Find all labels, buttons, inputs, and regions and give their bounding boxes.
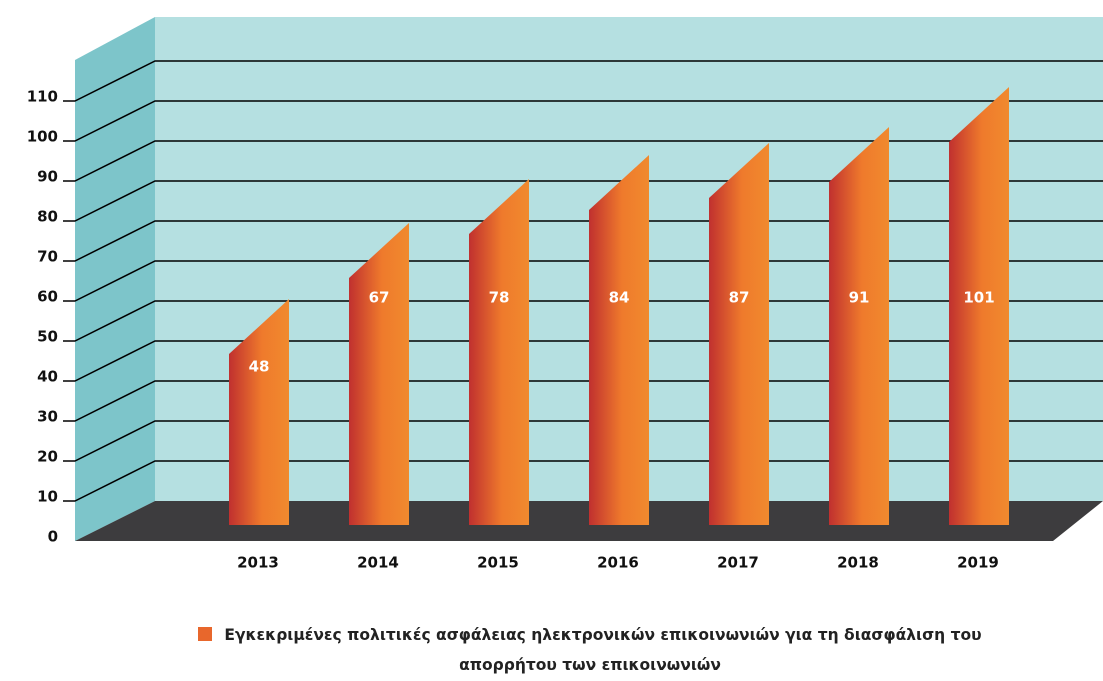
value-label: 67 [369, 289, 390, 307]
legend: Εγκεκριμένες πολιτικές ασφάλειας ηλεκτρο… [150, 620, 1030, 680]
value-label: 101 [963, 289, 994, 307]
bar [229, 299, 289, 525]
x-tick-label: 2019 [957, 554, 999, 572]
y-tick-label: 10 [37, 488, 58, 506]
x-tick-label: 2015 [477, 554, 519, 572]
bar [949, 87, 1009, 525]
y-tick-label: 50 [37, 328, 58, 346]
value-label: 48 [249, 358, 270, 376]
y-tick-label: 80 [37, 208, 58, 226]
value-label: 91 [849, 289, 870, 307]
y-tick-label: 70 [37, 248, 58, 266]
y-tick-label: 60 [37, 288, 58, 306]
bar [589, 155, 649, 525]
x-tick-label: 2014 [357, 554, 399, 572]
side-wall [75, 17, 155, 541]
y-tick-label: 100 [27, 128, 58, 146]
y-tick-label: 30 [37, 408, 58, 426]
y-tick-label: 0 [48, 528, 58, 546]
y-tick-label: 110 [27, 88, 58, 106]
grid-line [63, 60, 1103, 102]
x-tick-label: 2016 [597, 554, 639, 572]
value-label: 84 [609, 289, 630, 307]
bar [829, 127, 889, 525]
y-tick-label: 90 [37, 168, 58, 186]
y-tick-label: 20 [37, 448, 58, 466]
grid-line [63, 140, 1103, 182]
x-tick-label: 2013 [237, 554, 279, 572]
value-label: 78 [489, 289, 510, 307]
bar [349, 223, 409, 525]
bar [709, 143, 769, 525]
x-tick-label: 2018 [837, 554, 879, 572]
legend-swatch [198, 627, 213, 641]
legend-label: Εγκεκριμένες πολιτικές ασφάλειας ηλεκτρο… [224, 626, 982, 674]
value-label: 87 [729, 289, 750, 307]
x-tick-label: 2017 [717, 554, 759, 572]
bar [469, 179, 529, 525]
grid-line [63, 100, 1103, 142]
y-tick-label: 40 [37, 368, 58, 386]
